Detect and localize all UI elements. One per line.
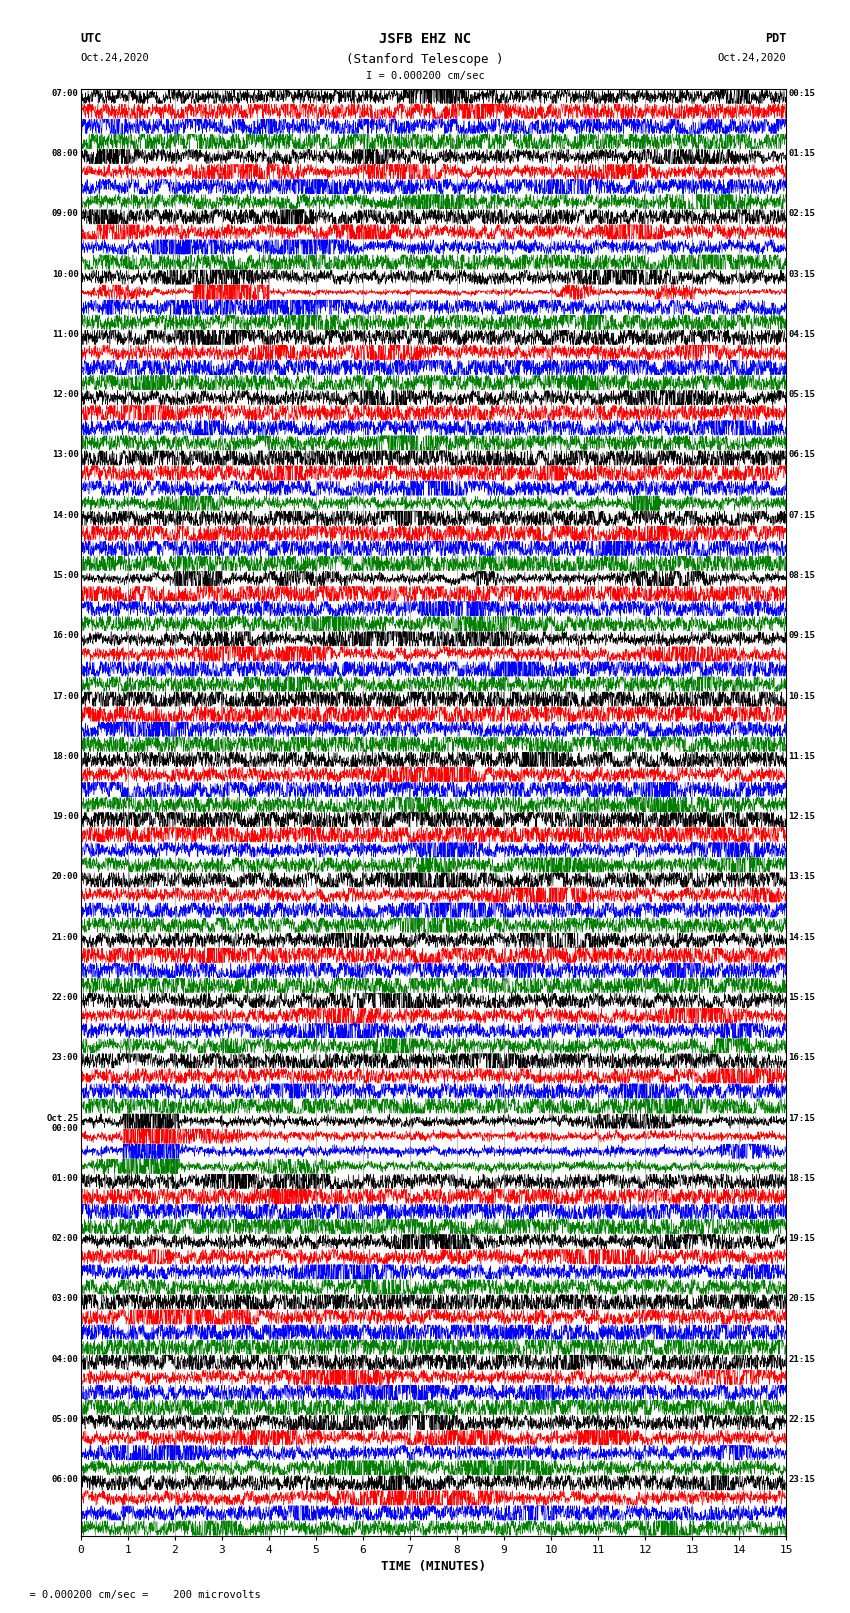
- Text: 10:15: 10:15: [788, 692, 815, 700]
- Text: 18:15: 18:15: [788, 1174, 815, 1182]
- Text: 07:15: 07:15: [788, 511, 815, 519]
- Text: 20:15: 20:15: [788, 1294, 815, 1303]
- Text: 08:15: 08:15: [788, 571, 815, 581]
- Text: 17:00: 17:00: [52, 692, 79, 700]
- Text: 04:15: 04:15: [788, 331, 815, 339]
- Text: 09:00: 09:00: [52, 210, 79, 218]
- Text: 01:15: 01:15: [788, 148, 815, 158]
- Text: (Stanford Telescope ): (Stanford Telescope ): [346, 53, 504, 66]
- Text: 22:00: 22:00: [52, 994, 79, 1002]
- Text: 10:00: 10:00: [52, 269, 79, 279]
- Text: 19:15: 19:15: [788, 1234, 815, 1244]
- Text: 01:00: 01:00: [52, 1174, 79, 1182]
- Text: 11:00: 11:00: [52, 331, 79, 339]
- Text: 22:15: 22:15: [788, 1415, 815, 1424]
- Text: 03:00: 03:00: [52, 1294, 79, 1303]
- Text: 03:15: 03:15: [788, 269, 815, 279]
- Text: = 0.000200 cm/sec =    200 microvolts: = 0.000200 cm/sec = 200 microvolts: [17, 1590, 261, 1600]
- Text: PDT: PDT: [765, 32, 786, 45]
- Text: 09:15: 09:15: [788, 631, 815, 640]
- Text: 20:00: 20:00: [52, 873, 79, 881]
- Text: I = 0.000200 cm/sec: I = 0.000200 cm/sec: [366, 71, 484, 81]
- Text: 08:00: 08:00: [52, 148, 79, 158]
- Text: 07:00: 07:00: [52, 89, 79, 98]
- Text: 06:15: 06:15: [788, 450, 815, 460]
- Text: 19:00: 19:00: [52, 813, 79, 821]
- Text: 23:00: 23:00: [52, 1053, 79, 1063]
- Text: 15:15: 15:15: [788, 994, 815, 1002]
- Text: Oct.24,2020: Oct.24,2020: [717, 53, 786, 63]
- Text: 12:00: 12:00: [52, 390, 79, 398]
- Text: 11:15: 11:15: [788, 752, 815, 761]
- Text: 16:15: 16:15: [788, 1053, 815, 1063]
- Text: 23:15: 23:15: [788, 1476, 815, 1484]
- Text: 05:00: 05:00: [52, 1415, 79, 1424]
- Text: 12:15: 12:15: [788, 813, 815, 821]
- Text: 17:15: 17:15: [788, 1113, 815, 1123]
- Text: Oct.24,2020: Oct.24,2020: [81, 53, 150, 63]
- Text: 13:15: 13:15: [788, 873, 815, 881]
- Text: 21:00: 21:00: [52, 932, 79, 942]
- Text: 16:00: 16:00: [52, 631, 79, 640]
- Text: UTC: UTC: [81, 32, 102, 45]
- Text: 02:15: 02:15: [788, 210, 815, 218]
- Text: 06:00: 06:00: [52, 1476, 79, 1484]
- Text: 14:00: 14:00: [52, 511, 79, 519]
- Text: 04:00: 04:00: [52, 1355, 79, 1363]
- Text: 13:00: 13:00: [52, 450, 79, 460]
- X-axis label: TIME (MINUTES): TIME (MINUTES): [381, 1560, 486, 1573]
- Text: 05:15: 05:15: [788, 390, 815, 398]
- Text: Oct.25
00:00: Oct.25 00:00: [47, 1113, 79, 1132]
- Text: JSFB EHZ NC: JSFB EHZ NC: [379, 32, 471, 47]
- Text: 18:00: 18:00: [52, 752, 79, 761]
- Text: 00:15: 00:15: [788, 89, 815, 98]
- Text: 14:15: 14:15: [788, 932, 815, 942]
- Text: 21:15: 21:15: [788, 1355, 815, 1363]
- Text: 02:00: 02:00: [52, 1234, 79, 1244]
- Text: 15:00: 15:00: [52, 571, 79, 581]
